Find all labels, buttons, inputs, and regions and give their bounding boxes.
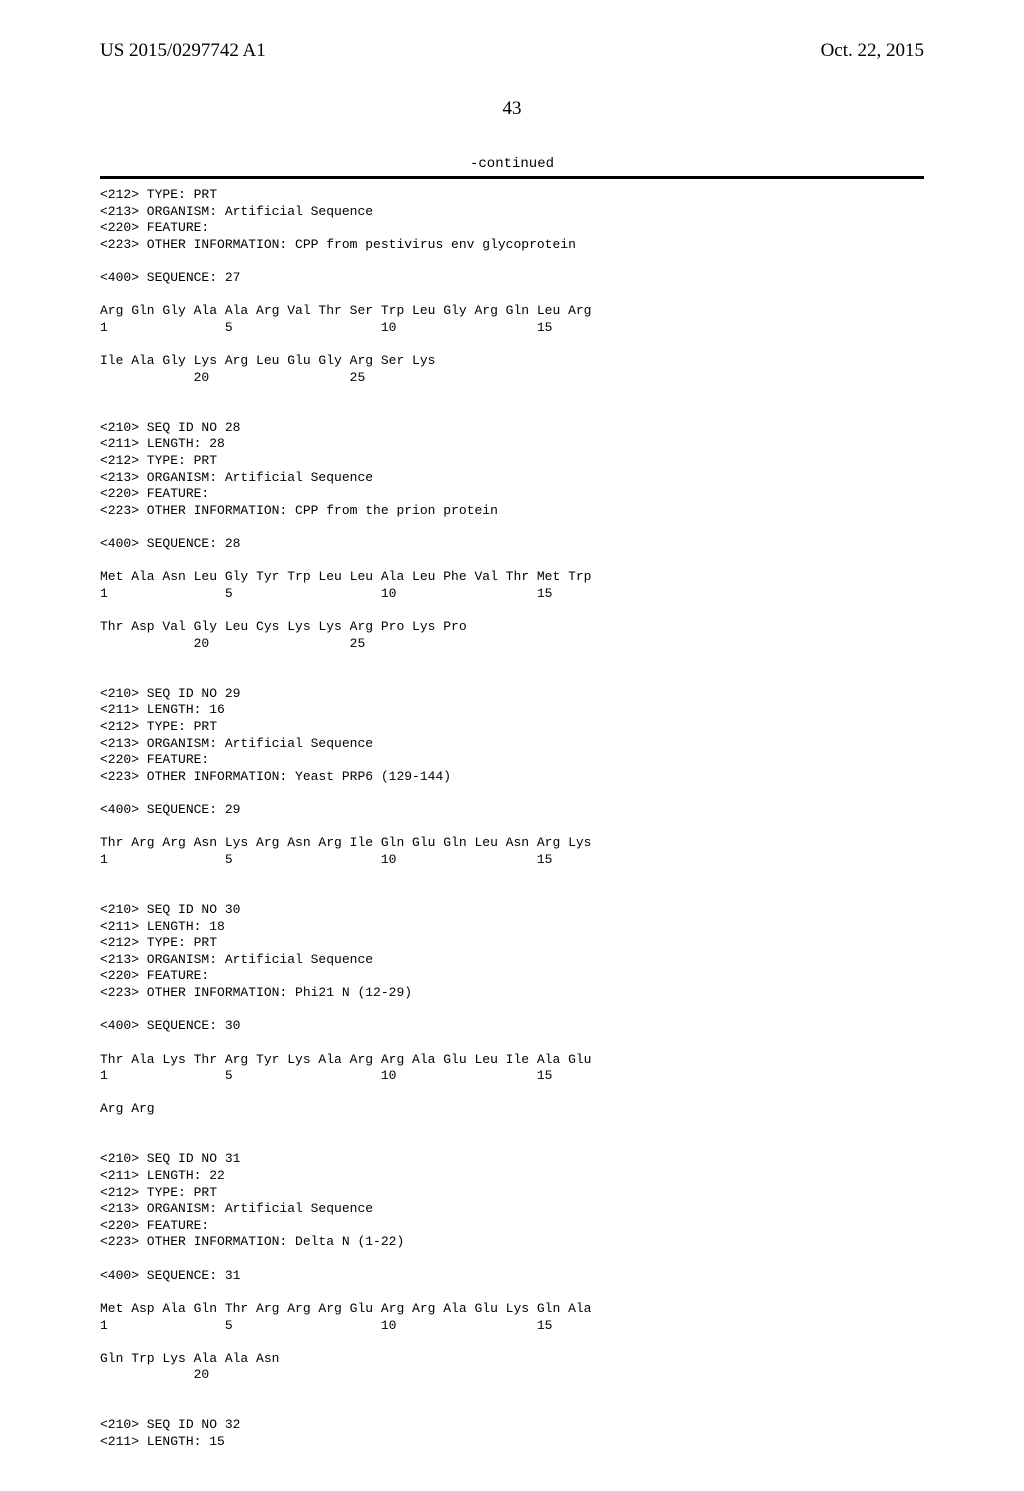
page-header: US 2015/0297742 A1 Oct. 22, 2015 [100, 40, 924, 62]
page-number: 43 [100, 98, 924, 120]
sequence-listing: <212> TYPE: PRT <213> ORGANISM: Artifici… [100, 187, 924, 1451]
publication-date: Oct. 22, 2015 [821, 40, 924, 62]
divider-top [100, 176, 924, 179]
publication-number: US 2015/0297742 A1 [100, 40, 266, 62]
patent-page: US 2015/0297742 A1 Oct. 22, 2015 43 -con… [0, 0, 1024, 1491]
continued-label: -continued [100, 156, 924, 172]
